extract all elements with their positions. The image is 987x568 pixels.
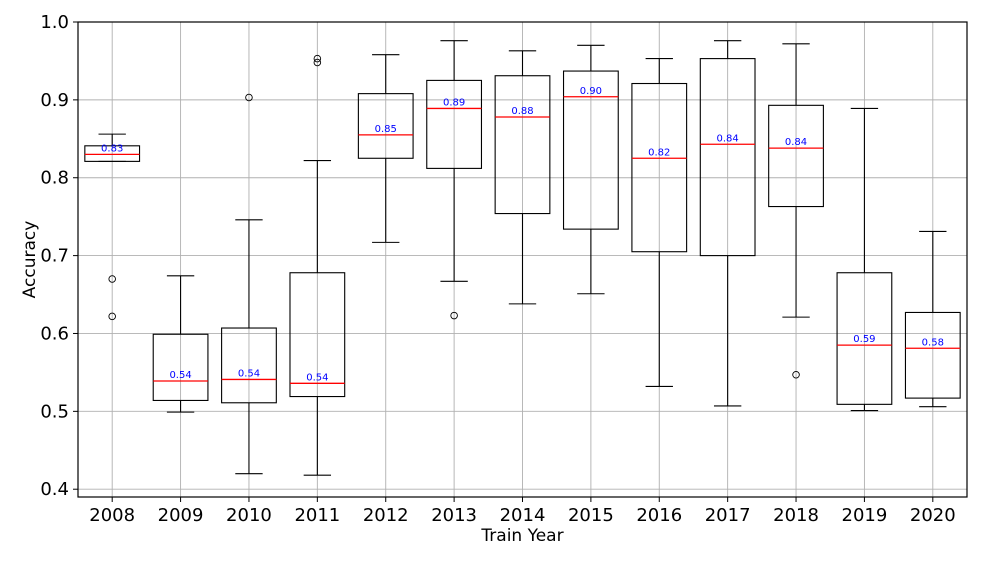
x-tick-label: 2020: [910, 505, 956, 526]
outlier-point: [313, 58, 322, 67]
tick-layer: 0.4 0.5 0.6 0.7 0.8 0.9 1.0 2008 2009 2010 2011 201…: [40, 12, 955, 526]
x-tick-label: 2009: [158, 505, 204, 526]
x-axis-label: Train Year: [480, 526, 563, 546]
box-2020: 0.58: [904, 230, 961, 408]
box-2019: 0.59: [836, 107, 893, 412]
median-label: 0.83: [101, 143, 123, 154]
y-tick-label: 1.0: [40, 12, 69, 33]
median-label: 0.90: [580, 86, 602, 97]
outlier-point: [245, 93, 253, 102]
x-tick-label: 2011: [294, 505, 340, 526]
iqr-box: [699, 58, 756, 257]
x-tick-label: 2010: [226, 505, 272, 526]
iqr-box: [84, 145, 141, 162]
median-label: 0.84: [717, 133, 739, 144]
median-label: 0.85: [375, 124, 397, 135]
iqr-box: [562, 70, 619, 230]
y-tick-label: 0.7: [40, 246, 69, 267]
median-label: 0.54: [306, 372, 328, 383]
plot-frame: [77, 21, 968, 498]
y-axis-label: Accuracy: [20, 221, 40, 299]
box-2017: 0.84: [699, 40, 756, 407]
median-label: 0.54: [169, 370, 191, 381]
box-2016: 0.82: [631, 58, 688, 387]
box-2011: 0.54: [289, 54, 346, 476]
outlier-point: [313, 54, 322, 63]
box-2008: 0.83: [84, 133, 141, 321]
x-tick-label: 2014: [500, 505, 546, 526]
box-2010: 0.54: [221, 93, 277, 475]
iqr-box: [768, 104, 824, 208]
iqr-box: [357, 93, 414, 159]
x-tick-label: 2012: [363, 505, 409, 526]
y-tick-label: 0.6: [40, 323, 69, 344]
box-2012: 0.85: [357, 54, 414, 243]
x-tick-label: 2019: [842, 505, 888, 526]
box-2013: 0.89: [426, 40, 483, 320]
median-label: 0.84: [785, 137, 807, 148]
iqr-box: [426, 79, 483, 169]
iqr-box: [289, 272, 346, 398]
y-tick-label: 0.4: [40, 479, 69, 500]
outlier-point: [108, 275, 116, 283]
median-label: 0.89: [443, 97, 465, 108]
box-2009: 0.54: [152, 275, 209, 413]
x-tick-label: 2015: [568, 505, 614, 526]
box-2018: 0.84: [768, 43, 824, 379]
x-tick-label: 2013: [431, 505, 477, 526]
iqr-box: [631, 82, 688, 253]
outlier-point: [450, 311, 458, 320]
box-2015: 0.90: [562, 44, 619, 295]
iqr-box: [494, 75, 551, 215]
iqr-box: [221, 327, 277, 404]
iqr-box: [836, 272, 893, 405]
median-label: 0.82: [648, 147, 670, 158]
median-label: 0.88: [511, 106, 533, 117]
x-tick-label: 2017: [705, 505, 751, 526]
x-tick-label: 2018: [773, 505, 819, 526]
y-tick-label: 0.5: [40, 401, 69, 422]
iqr-box: [152, 333, 209, 401]
median-label: 0.59: [853, 334, 875, 345]
outlier-point: [108, 312, 116, 321]
x-tick-label: 2016: [636, 505, 682, 526]
y-tick-label: 0.9: [40, 90, 69, 111]
iqr-box: [904, 311, 961, 399]
outlier-point: [792, 370, 800, 379]
y-tick-label: 0.8: [40, 168, 69, 189]
box-layer: 0.83 0.54 0.54 0.54 0.85 0.89 0.88 0.90 0.82 0.84…: [84, 40, 961, 476]
x-tick-label: 2008: [89, 505, 135, 526]
median-label: 0.58: [922, 337, 944, 348]
median-label: 0.54: [238, 368, 260, 379]
box-2014: 0.88: [494, 50, 551, 305]
